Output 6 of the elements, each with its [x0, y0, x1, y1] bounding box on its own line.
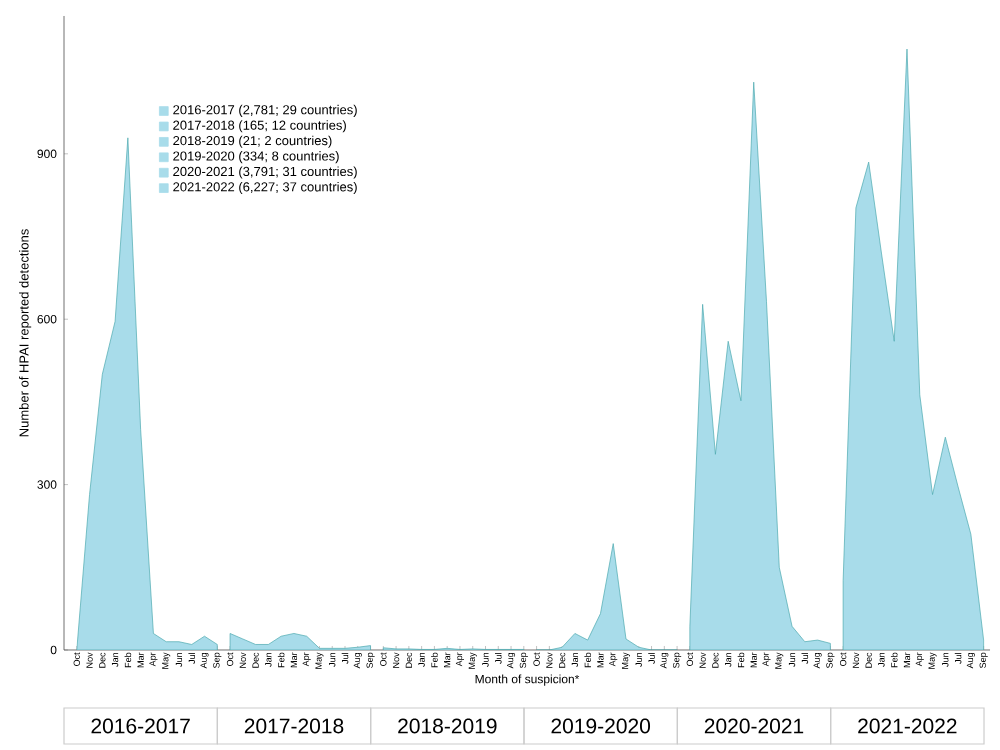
text: 2018-2019 [398, 718, 497, 734]
text: 2020-2021 [704, 718, 804, 734]
text: 2017-2018 [244, 718, 344, 734]
text: 2021-2022 [858, 718, 957, 734]
text: 2019-2020 [551, 718, 651, 734]
text: 2016-2017 [91, 718, 190, 734]
